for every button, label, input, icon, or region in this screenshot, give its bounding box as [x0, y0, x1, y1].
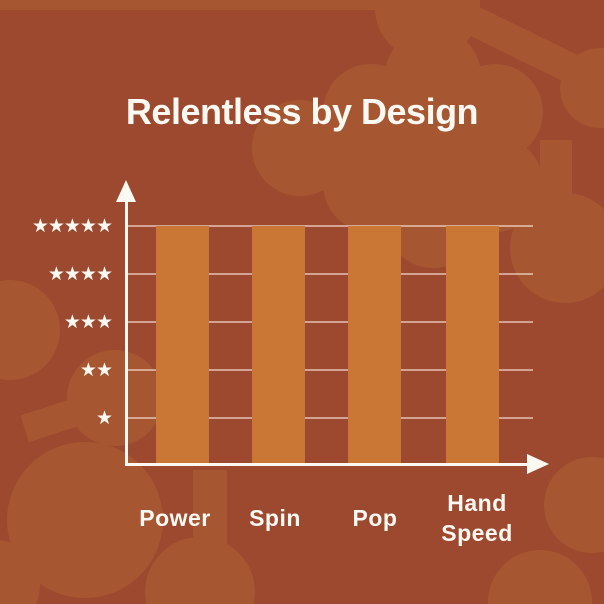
bar-pop [348, 226, 401, 463]
category-label: Spin [249, 505, 301, 531]
bar-power [156, 226, 209, 463]
y-axis-line [125, 196, 128, 466]
star-tick-3: ★★★ [63, 311, 113, 333]
x-axis-line [125, 463, 532, 466]
category-label: Hand Speed [441, 490, 513, 546]
pattern-bond [193, 470, 227, 585]
y-axis-arrow-icon [116, 180, 136, 202]
pattern-circle [363, 78, 503, 218]
gridline [127, 321, 533, 323]
pattern-circle [252, 100, 348, 196]
star-tick-4: ★★★★ [47, 263, 113, 285]
bar-hand-speed [446, 226, 499, 463]
gridline [127, 369, 533, 371]
category-label: Pop [352, 505, 398, 531]
star-tick-1: ★ [95, 407, 113, 429]
star-tick-5: ★★★★★ [31, 215, 113, 237]
bar-spin [252, 226, 305, 463]
category-label: Power [139, 505, 211, 531]
gridline [127, 225, 533, 227]
pattern-bond [0, 0, 480, 10]
pattern-bond [540, 140, 572, 210]
pattern-circle [510, 193, 604, 303]
chart-title: Relentless by Design [125, 91, 479, 132]
gridline [127, 273, 533, 275]
star-tick-2: ★★ [79, 359, 113, 381]
x-axis-arrow-icon [527, 454, 549, 474]
gridline [127, 417, 533, 419]
